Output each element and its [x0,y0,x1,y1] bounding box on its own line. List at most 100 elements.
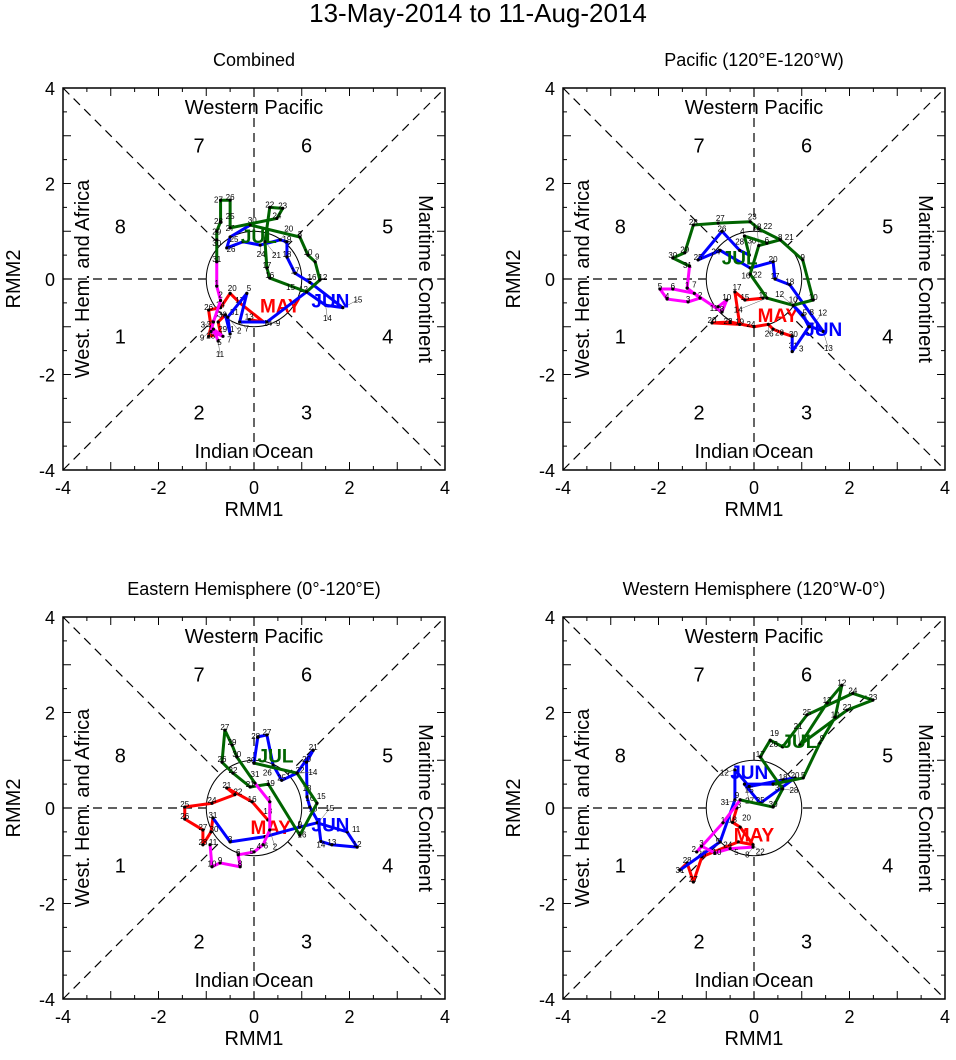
day-label: 8 [778,233,783,242]
day-label: 18 [282,250,291,259]
day-label-leader [325,305,328,319]
day-point [720,310,724,314]
day-label: 24 [272,211,281,220]
day-label: 13 [245,313,254,322]
day-point [207,334,211,338]
day-point [790,349,794,354]
day-point [228,226,232,230]
region-label-right: Maritime Continent [914,195,936,363]
day-label: 14 [263,319,272,328]
day-point [752,325,756,329]
day-label: 6 [671,282,676,291]
phase-number: 6 [301,664,312,686]
day-label: 3 [228,835,233,844]
day-label: 21 [785,233,794,242]
x-tick-label: 0 [249,1007,259,1027]
phase-number: 7 [694,664,705,686]
y-tick-label: 0 [545,799,555,819]
day-label: 31 [230,308,239,317]
day-label: 26 [769,740,778,749]
day-label: 12 [353,840,362,849]
day-label: 7 [227,336,232,345]
day-point [318,278,322,282]
phase-number: 2 [694,403,705,425]
day-label: 19 [735,317,744,326]
day-label: 11 [216,350,225,359]
day-point [248,223,252,227]
day-point [238,320,242,324]
day-point [285,240,289,244]
x-tick-label: -2 [150,478,166,498]
day-label: 2 [691,845,696,854]
day-label: 28 [198,838,207,847]
day-point [225,786,229,790]
day-point [215,229,219,233]
day-label: 27 [220,723,229,732]
day-point [293,271,297,275]
day-point [778,238,782,242]
day-point [781,787,785,791]
month-label: JUL [722,249,758,270]
day-label: 16 [298,830,307,839]
day-label: 30 [210,825,219,834]
day-point [216,339,220,343]
day-label: 15 [325,804,334,813]
day-point [304,290,309,294]
day-point [683,251,687,255]
phase-number: 1 [615,855,626,877]
day-label: 15 [353,295,362,304]
phase-number: 3 [301,403,312,425]
day-label: 20 [769,255,778,264]
day-label: 10 [722,293,731,302]
day-point [807,325,811,329]
day-label: 30 [668,251,677,260]
x-tick-label: 2 [844,478,854,498]
day-label: 5 [247,284,252,293]
day-point [751,845,755,849]
day-point [330,843,334,847]
day-point [791,303,795,307]
day-point [225,246,229,250]
day-point [253,781,257,785]
y-tick-label: 2 [545,175,555,195]
day-label-leader [217,341,221,355]
phase-number: 3 [801,932,812,954]
day-label-leader [342,299,359,308]
day-point [686,300,690,304]
day-label: 30 [775,783,784,792]
region-label-top: Western Pacific [685,97,824,119]
day-label: 27 [198,823,207,832]
day-label: 2 [273,842,278,851]
day-point [781,745,785,749]
day-point [751,843,755,847]
day-point [720,229,724,233]
x-tick-label: -4 [555,1007,571,1027]
y-tick-label: 0 [45,799,55,819]
day-point [201,843,205,847]
day-point [766,322,770,326]
day-point [298,833,302,837]
day-label-leader [318,808,330,823]
phase-number: 4 [882,855,893,877]
day-label: 13 [327,838,336,847]
day-point [218,861,222,865]
day-label: 26 [765,329,774,338]
day-point [221,334,225,338]
day-point [742,234,747,238]
day-point [216,320,220,324]
day-point [728,320,732,324]
day-label: 12 [837,678,846,687]
day-point [765,241,769,245]
region-label-left: West. Hem. and Africa [72,708,94,907]
day-label: 10 [831,710,840,719]
day-label: 6 [264,842,269,851]
panel-title: Pacific (120°E-120°W) [664,50,843,70]
day-label-leader [822,331,829,349]
day-label: 17 [756,750,765,759]
day-point [748,272,752,276]
day-point [710,321,714,325]
day-label-leader [756,227,760,246]
